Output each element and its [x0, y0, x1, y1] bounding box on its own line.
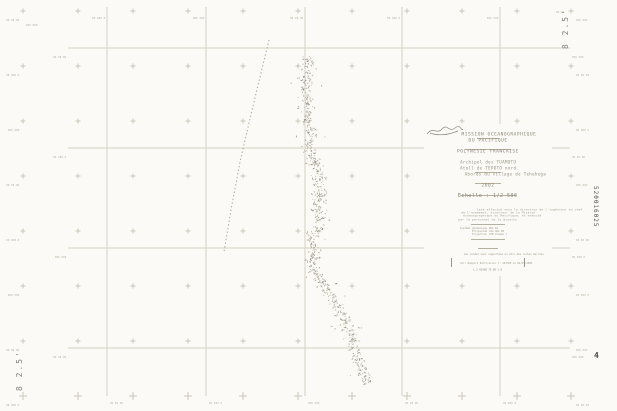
grid-coordinate-label: 00 00 00: [289, 17, 303, 20]
mission-title-line2: DU PACIFIQUE: [468, 138, 508, 143]
sheet-number: 4: [594, 351, 599, 360]
geodetic-row: Ellipsoïde IAG GRS 80: [471, 230, 505, 233]
grid-coordinate-label: 000 000: [192, 17, 204, 20]
grid-coordinate-label: 00 00 00: [576, 239, 590, 242]
divider: [475, 172, 501, 173]
geodetic-row: Système géodésique WGS 84: [459, 227, 499, 230]
grid-coordinate-label: 00 00 00: [52, 356, 66, 359]
grid-coordinate-label: 00 000 0: [209, 402, 223, 405]
grid-coordinate-label: 00 000 0: [5, 404, 19, 407]
divider: [471, 239, 505, 240]
mission-title-line1: MISSION OCEANOGRAPHIQUE: [461, 132, 537, 137]
grid-coordinate-label: 00 00 00: [52, 56, 66, 59]
divider: [478, 248, 498, 249]
grid-coordinate-label: 000 000: [54, 256, 66, 259]
signature-mark: [424, 126, 552, 222]
divider: [475, 183, 501, 184]
area-line: Atoll de TEPOTO nord: [459, 166, 517, 171]
grid-coordinate-label: 000 000: [572, 356, 584, 359]
grid-coordinate-label: 00 000 0: [386, 17, 400, 20]
certification-fine-print: Levé effectué sous la direction de l'ing…: [458, 208, 583, 222]
grid-coordinate-label: 000 000: [7, 129, 19, 132]
grid-coordinate-label: 00 000 0: [503, 402, 517, 405]
divider: [460, 195, 516, 196]
geodetic-row: Projection UTM fuseau 7: [471, 233, 508, 236]
corner-coordinate-label-top-right: 8 2.5': [561, 8, 570, 49]
grid-coordinate-label: 00 000 0: [5, 74, 19, 77]
grid-coordinate-label: 00 00 00: [5, 349, 19, 352]
grid-coordinate-label: 00 00 00: [5, 184, 19, 187]
grid-coordinate-label: 00 000 0: [576, 129, 590, 132]
archive-number-vertical: 520016025: [592, 186, 599, 228]
geodetic-table: Système géodésique WGS 84 Ellipsoïde IAG…: [424, 227, 552, 237]
datum-note: Les sondes sont rapportées au zéro des c…: [463, 253, 544, 256]
grid-coordinate-label: 00 00 00: [576, 74, 590, 77]
grid-coordinate-label: 00 000 0: [576, 294, 590, 297]
grid-coordinate-label: 00 00 00: [405, 402, 419, 405]
grid-coordinate-label: 000 000: [308, 402, 320, 405]
archive-code-box: L.2 00160 75.00 1 0: [451, 258, 525, 272]
grid-coordinate-label: 000 000: [576, 19, 588, 22]
grid-coordinate-label: 00 000 0: [572, 256, 586, 259]
area-line: Archipel des TUAMOTU: [459, 160, 517, 165]
grid-coordinate-label: 00 00 00: [576, 404, 590, 407]
grid-coordinate-label: 000 000: [7, 294, 19, 297]
grid-coordinate-label: 000 000: [576, 184, 588, 187]
grid-coordinate-label: 00 000 0: [5, 239, 19, 242]
area-line: Abords du village de Tehekega: [464, 172, 547, 177]
divider: [477, 138, 499, 139]
corner-note: 00 00: [556, 11, 565, 14]
grid-coordinate-label: 00 000 0: [91, 17, 105, 20]
scale-label: Echelle : 1/2 500: [458, 193, 518, 199]
grid-coordinate-label: 000 000: [486, 17, 498, 20]
divider: [471, 224, 505, 225]
corner-coordinate-label-bottom-left: 8 2.5': [15, 350, 24, 391]
divider: [465, 149, 511, 150]
grid-coordinate-label: 00 00 00: [572, 156, 586, 159]
report-reference: Voir Rapport Particulier n° 16/MOP du 04…: [460, 262, 533, 265]
territory-title: POLYNESIE FRANCAISE: [457, 149, 519, 154]
grid-coordinate-label: 000 000: [26, 24, 38, 27]
grid-coordinate-label: 00 000 0: [52, 156, 66, 159]
title-block: MISSION OCEANOGRAPHIQUE DU PACIFIQUE POL…: [424, 124, 583, 272]
grid-coordinate-label: 00 00 00: [5, 19, 19, 22]
grid-coordinate-label: 000 000: [572, 56, 584, 59]
survey-year: 2002: [481, 183, 495, 188]
grid-coordinate-label: 00 00 00: [110, 402, 124, 405]
grid-coordinate-label: 000 000: [576, 349, 588, 352]
